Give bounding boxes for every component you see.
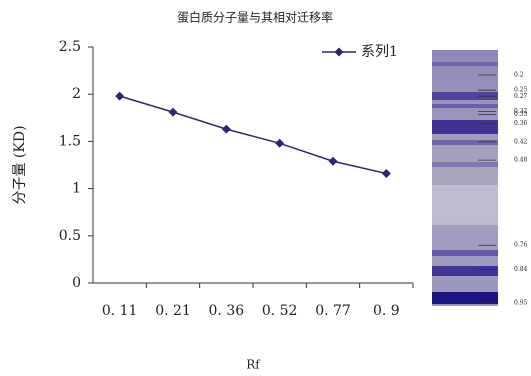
gel-label: 0.36: [514, 120, 528, 127]
x-axis-label: Rf: [246, 358, 261, 372]
y-tick-label: 2.5: [59, 39, 81, 55]
series-line: [120, 96, 387, 173]
gel-label: 0.33: [514, 111, 528, 118]
y-tick-label: 2: [72, 86, 81, 102]
point: [275, 139, 284, 148]
y-tick-label: 1.5: [59, 133, 81, 149]
y-tick-label: 0.5: [59, 228, 81, 244]
point: [382, 169, 391, 178]
y-tick-label: 0: [72, 275, 81, 291]
x-tick-label: 0. 11: [102, 303, 138, 319]
point: [115, 92, 124, 101]
y-axis-label: 分子量 (KD): [12, 125, 28, 204]
gel-label: 0.2: [514, 72, 524, 79]
chart-title: 蛋白质分子量与其相对迁移率: [177, 10, 333, 25]
legend-marker: [335, 48, 344, 57]
gel-label: 0.84: [514, 266, 528, 273]
y-tick-label: 1: [72, 181, 81, 197]
x-tick-label: 0. 77: [315, 303, 351, 319]
point: [329, 157, 338, 166]
gel-label: 0.42: [514, 138, 528, 145]
x-tick-label: 0. 21: [155, 303, 191, 319]
point: [169, 108, 178, 117]
x-tick-label: 0. 36: [209, 303, 245, 319]
gel-label: 0.95: [514, 300, 528, 307]
point: [222, 125, 231, 134]
gel-label: 0.48: [514, 157, 528, 164]
x-tick-label: 0. 9: [373, 303, 400, 319]
chart: 蛋白质分子量与其相对迁移率 分子量 (KD) Rf 0 0.5 1 1.5 2 2.5 0.…: [0, 0, 531, 376]
legend-label: 系列1: [361, 44, 398, 60]
gel-image: [432, 50, 498, 306]
gel-label: 0.27: [514, 93, 528, 100]
x-tick-label: 0. 52: [262, 303, 298, 319]
gel-label: 0.76: [514, 242, 528, 249]
